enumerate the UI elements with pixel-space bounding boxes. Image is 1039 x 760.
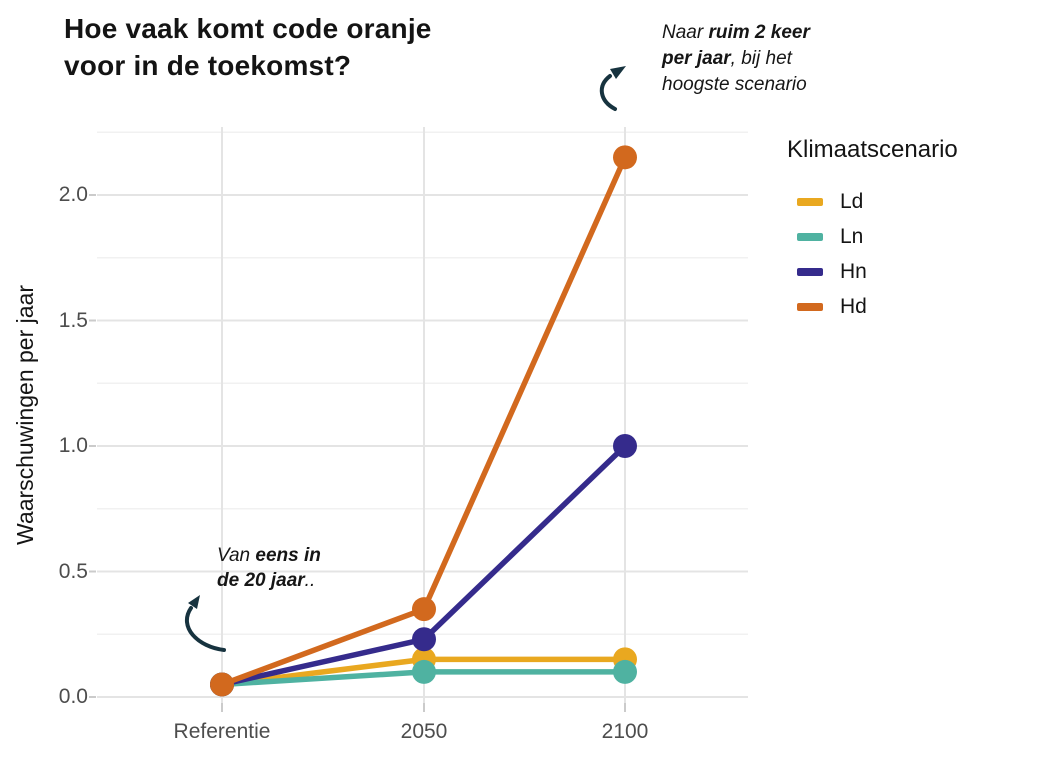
legend-swatch-Ld (797, 197, 823, 206)
point-Hd-Referentie (210, 672, 234, 697)
legend: Klimaatscenario Ld Ln Hn Hd (787, 136, 958, 324)
point-Hd-2050 (412, 597, 436, 622)
curved-arrow-right-icon (599, 66, 626, 111)
point-Hn-2050 (412, 627, 436, 652)
legend-item-Hd: Hd (787, 289, 958, 324)
legend-swatch-Hd (797, 302, 823, 311)
y-tick-label-0.5: 0.5 (58, 559, 88, 583)
legend-item-Ld: Ld (787, 184, 958, 219)
legend-swatch-Ln (797, 232, 823, 241)
legend-item-Hn: Hn (787, 254, 958, 289)
x-tick-label-2050: 2050 (400, 720, 448, 743)
annotation-highest-scenario: Naar ruim 2 keer per jaar, bij het hoogste… (662, 22, 810, 95)
x-tick-label-2100: 2100 (601, 720, 649, 743)
legend-swatch-Hn (797, 267, 823, 276)
grid-layer (89, 127, 748, 712)
curved-arrow-left-icon (184, 595, 226, 652)
annotation-reference: Van eens in de 20 jaar.. (217, 545, 321, 591)
y-tick-label-1.5: 1.5 (58, 308, 88, 332)
legend-item-Ln: Ln (787, 219, 958, 254)
series-Hd (210, 145, 637, 697)
legend-items: Ld Ln Hn Hd (787, 184, 958, 324)
chart-title-line1: Hoe vaak komt code oranje (64, 13, 432, 44)
series-layer (210, 145, 637, 697)
point-Hn-2100 (613, 434, 637, 458)
chart-title-line2: voor in de toekomst? (64, 50, 352, 81)
point-Ln-2100 (613, 659, 637, 684)
legend-label-Ld: Ld (840, 189, 864, 213)
legend-label-Hd: Hd (840, 294, 867, 318)
y-tick-label-2.0: 2.0 (58, 183, 88, 206)
point-Ln-2050 (412, 659, 436, 684)
chart-title: Hoe vaak komt code oranje voor in de toek… (64, 10, 432, 84)
y-tick-label-0.0: 0.0 (58, 685, 88, 708)
point-Hd-2100 (613, 145, 637, 170)
x-tick-label-Referentie: Referentie (173, 720, 271, 743)
legend-label-Ln: Ln (840, 224, 864, 248)
y-tick-label-1.0: 1.0 (58, 434, 88, 457)
legend-title: Klimaatscenario (787, 136, 958, 163)
legend-label-Hn: Hn (840, 259, 867, 283)
y-axis-title: Waarschuwingen per jaar (11, 285, 38, 545)
